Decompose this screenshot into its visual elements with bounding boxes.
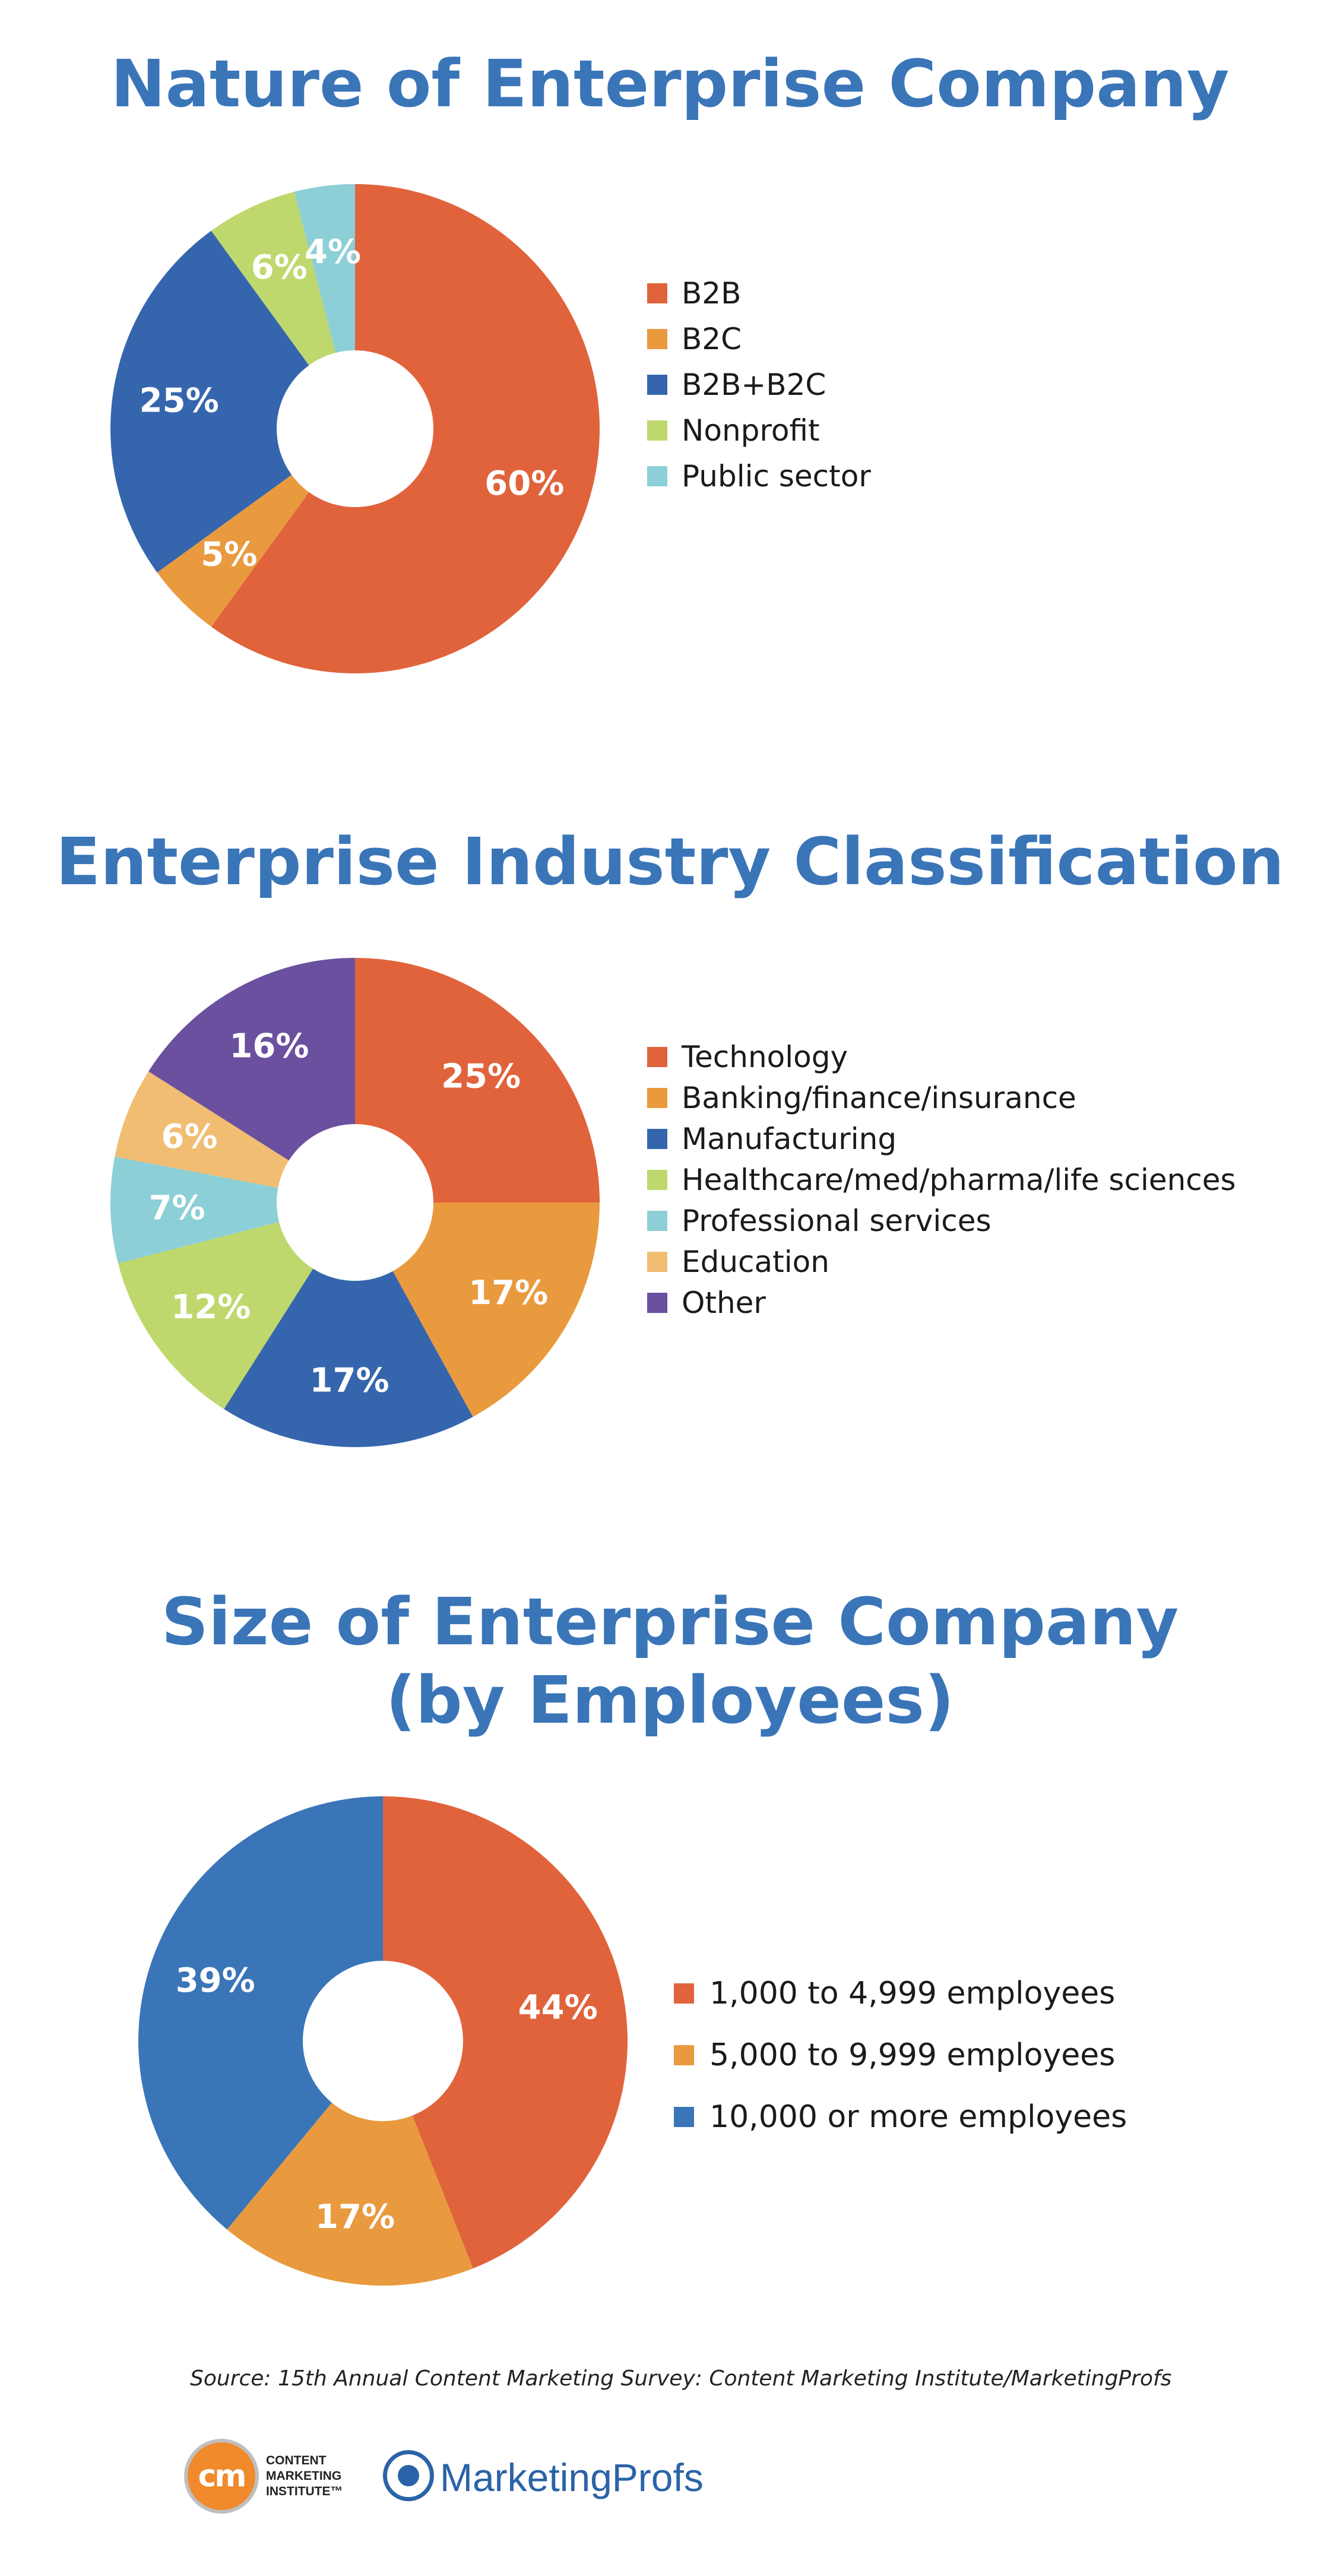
- slice-1-000-to-4-999-employees: [383, 1796, 628, 2269]
- legend-label: Manufacturing: [682, 1121, 897, 1156]
- data-label-10-000-or-more-employees: 39%: [176, 1961, 255, 2000]
- data-label-public-sector: 4%: [305, 233, 361, 271]
- cmi-logo-line-2: MARKETING: [266, 2469, 342, 2483]
- slice-other: [148, 958, 355, 1161]
- legend-swatch: [647, 1169, 667, 1190]
- slice-manufacturing: [224, 1268, 473, 1447]
- legend-swatch: [674, 1983, 694, 2004]
- slice-b2c: [157, 474, 309, 627]
- legend-swatch: [647, 1251, 667, 1272]
- legend-label: Technology: [682, 1039, 848, 1074]
- legend-item-other: Other: [647, 1282, 1236, 1323]
- slice-public-sector: [294, 184, 355, 353]
- marketingprofs-logo-text: MarketingProfs: [440, 2455, 704, 2499]
- legend-label: B2B: [682, 276, 742, 311]
- source-note: Source: 15th Annual Content Marketing Su…: [190, 2366, 1172, 2391]
- legend-swatch: [647, 1292, 667, 1313]
- legend-item-b2c: B2C: [647, 316, 871, 362]
- data-label-professional-services: 7%: [149, 1189, 205, 1227]
- data-label-other: 16%: [229, 1027, 309, 1066]
- chart-title-nature: Nature of Enterprise Company: [110, 46, 1230, 122]
- slice-nonprofit: [211, 191, 336, 366]
- legend-swatch: [674, 2045, 694, 2065]
- cmi-logo-line-1: CONTENT: [266, 2454, 327, 2467]
- marketingprofs-logo-badge: [383, 2450, 434, 2501]
- slice-banking-finance-insurance: [392, 1202, 600, 1417]
- legend-label: Nonprofit: [682, 413, 820, 448]
- legend-item-b2b-b2c: B2B+B2C: [647, 362, 871, 407]
- slice-b2b: [211, 184, 600, 673]
- cmi-logo-line-3: INSTITUTE™: [266, 2485, 343, 2498]
- slice-b2b-b2c: [110, 230, 309, 573]
- legend-item-10-000-or-more-employees: 10,000 or more employees: [674, 2086, 1127, 2148]
- legend-label: 1,000 to 4,999 employees: [709, 1976, 1116, 2011]
- slice-education: [115, 1071, 289, 1188]
- legend-swatch: [647, 1210, 667, 1231]
- legend-industry: Technology Banking/finance/insurance Manuf…: [647, 1036, 1236, 1323]
- cmi-logo-text: CONTENT MARKETING INSTITUTE™: [266, 2453, 367, 2499]
- cmi-logo-badge: cm: [184, 2439, 259, 2514]
- chart-title-size-line-2: (by Employees): [385, 1662, 955, 1738]
- data-label-healthcare-med-pharma-life-sciences: 12%: [171, 1288, 251, 1327]
- legend-item-professional-services: Professional services: [647, 1200, 1236, 1241]
- legend-item-education: Education: [647, 1241, 1236, 1282]
- data-label-1-000-to-4-999-employees: 44%: [518, 1988, 598, 2027]
- cmi-logo: cm CONTENT MARKETING INSTITUTE™: [178, 2432, 368, 2527]
- legend-item-nonprofit: Nonprofit: [647, 407, 871, 453]
- data-label-education: 6%: [161, 1118, 218, 1156]
- slice-5-000-to-9-999-employees: [227, 2103, 473, 2286]
- legend-swatch: [674, 2107, 694, 2127]
- legend-label: B2C: [682, 321, 742, 356]
- legend-item-manufacturing: Manufacturing: [647, 1118, 1236, 1159]
- legend-label: Healthcare/med/pharma/life sciences: [682, 1162, 1236, 1197]
- slice-healthcare-med-pharma-life-sciences: [118, 1221, 313, 1409]
- legend-size: 1,000 to 4,999 employees 5,000 to 9,999 e…: [674, 1963, 1127, 2148]
- legend-item-b2b: B2B: [647, 270, 871, 316]
- legend-label: Public sector: [682, 458, 871, 493]
- chart-title-size-line-1: Size of Enterprise Company: [161, 1584, 1179, 1660]
- legend-swatch: [647, 1087, 667, 1108]
- slice-professional-services: [110, 1156, 280, 1264]
- legend-item-public-sector: Public sector: [647, 453, 871, 499]
- legend-item-technology: Technology: [647, 1036, 1236, 1077]
- data-label-b2c: 5%: [201, 536, 257, 574]
- data-label-nonprofit: 6%: [251, 248, 308, 287]
- legend-label: Professional services: [682, 1203, 991, 1238]
- legend-swatch: [647, 1046, 667, 1067]
- slice-10-000-or-more-employees: [138, 1796, 383, 2230]
- legend-swatch: [647, 374, 667, 395]
- data-label-banking-finance-insurance: 17%: [468, 1274, 548, 1312]
- legend-item-healthcare-med-pharma-life-sciences: Healthcare/med/pharma/life sciences: [647, 1159, 1236, 1200]
- legend-label: 10,000 or more employees: [709, 2099, 1127, 2135]
- chart-title-industry: Enterprise Industry Classification: [56, 824, 1284, 900]
- legend-nature: B2B B2C B2B+B2C Nonprofit Public sector: [647, 270, 871, 499]
- legend-label: Banking/finance/insurance: [682, 1080, 1076, 1115]
- legend-label: B2B+B2C: [682, 367, 826, 402]
- data-label-b2b: 60%: [484, 464, 564, 503]
- legend-swatch: [647, 328, 667, 349]
- chart-title-size: Size of Enterprise Company (by Employees…: [0, 1583, 1340, 1739]
- marketingprofs-logo: MarketingProfs: [383, 2447, 704, 2512]
- legend-item-1-000-to-4-999-employees: 1,000 to 4,999 employees: [674, 1963, 1127, 2024]
- legend-item-5-000-to-9-999-employees: 5,000 to 9,999 employees: [674, 2024, 1127, 2086]
- legend-item-banking-finance-insurance: Banking/finance/insurance: [647, 1077, 1236, 1118]
- legend-label: 5,000 to 9,999 employees: [709, 2037, 1116, 2073]
- data-label-5-000-to-9-999-employees: 17%: [315, 2198, 395, 2236]
- legend-swatch: [647, 466, 667, 486]
- legend-label: Education: [682, 1244, 829, 1279]
- legend-label: Other: [682, 1285, 766, 1320]
- data-label-technology: 25%: [441, 1057, 521, 1096]
- legend-swatch: [647, 283, 667, 303]
- slice-technology: [355, 958, 600, 1202]
- data-label-b2b-b2c: 25%: [140, 382, 219, 420]
- data-label-manufacturing: 17%: [310, 1361, 389, 1400]
- legend-swatch: [647, 420, 667, 441]
- legend-swatch: [647, 1128, 667, 1149]
